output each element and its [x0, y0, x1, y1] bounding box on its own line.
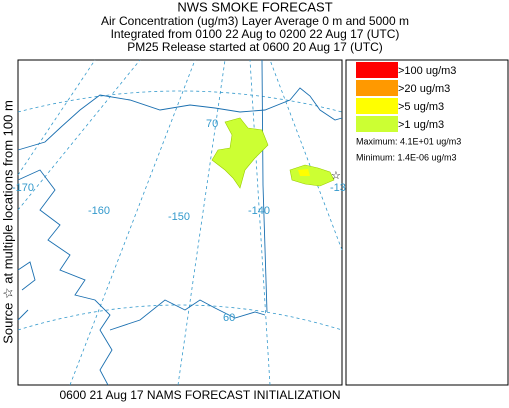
source-marker: ☆ [331, 170, 341, 182]
header-lines: Air Concentration (ug/m3) Layer Average … [101, 14, 409, 54]
longitude-label: -170 [12, 182, 34, 194]
header-line: Air Concentration (ug/m3) Layer Average … [101, 14, 409, 28]
title: NWS SMOKE FORECAST [177, 0, 332, 14]
longitude-label: -140 [248, 205, 270, 217]
legend-label: >20 ug/m3 [398, 83, 450, 95]
longitude-label: -150 [168, 211, 190, 223]
legend-label: >5 ug/m3 [398, 101, 444, 113]
minimum: Minimum: 1.4E-06 ug/m3 [356, 152, 457, 162]
longitude-label: -160 [88, 205, 110, 217]
header-line: Integrated from 0100 22 Aug to 0200 22 A… [111, 27, 400, 41]
map-frame [17, 59, 343, 386]
legend-swatch [356, 116, 398, 132]
footer: 0600 21 Aug 17 NAMS FORECAST INITIALIZAT… [60, 388, 341, 402]
legend-swatch [356, 80, 398, 96]
legend-swatch [356, 98, 398, 114]
legend-label: >100 ug/m3 [398, 65, 456, 77]
side-label: Source ☆ at multiple locations from 100 … [0, 100, 15, 344]
legend: >100 ug/m3 >20 ug/m3 >5 ug/m3 >1 ug/m3 [356, 62, 456, 132]
latitude-label: 60 [223, 312, 235, 324]
latitude-label: 70 [206, 118, 218, 130]
legend-label: >1 ug/m3 [398, 119, 444, 131]
legend-swatch [356, 62, 398, 78]
header-line: PM25 Release started at 0600 20 Aug 17 (… [127, 40, 382, 54]
legend-box [345, 59, 509, 386]
maximum: Maximum: 4.1E+01 ug/m3 [356, 136, 461, 146]
map [17, 59, 343, 386]
smoke-plume [211, 117, 335, 189]
